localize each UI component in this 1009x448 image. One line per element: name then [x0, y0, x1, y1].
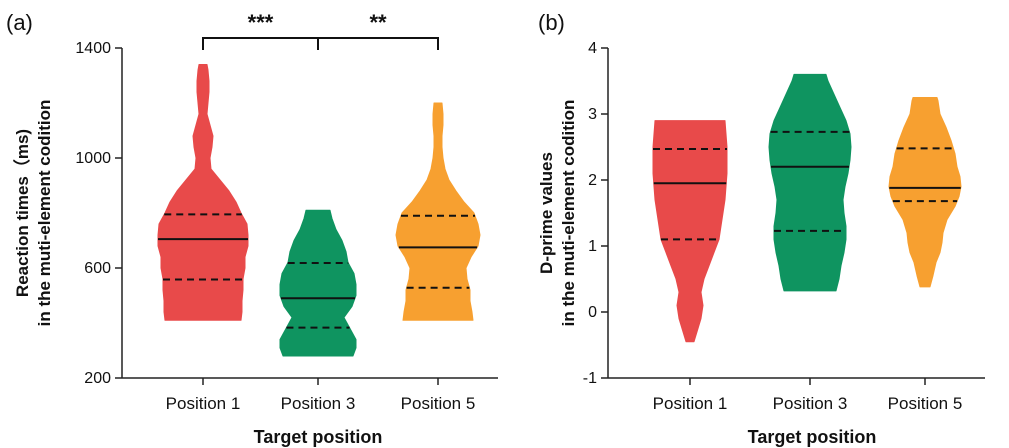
x-tick-label: Position 1 — [166, 394, 241, 413]
x-tick-label: Position 5 — [401, 394, 476, 413]
violin-position-1 — [157, 64, 249, 321]
y-tick-label: 1 — [588, 238, 597, 255]
panel-b-x-label: Target position — [748, 427, 877, 447]
y-tick-label: 200 — [84, 370, 111, 387]
y-tick-label: 3 — [588, 106, 597, 123]
panel-a-label: (a) — [6, 10, 33, 35]
x-tick-label: Position 1 — [653, 394, 728, 413]
y-tick-label: 2 — [588, 172, 597, 189]
panel-b-violins — [652, 73, 962, 343]
y-tick-label: 600 — [84, 260, 111, 277]
panel-a-y-label-line1: Reaction times（ms) — [12, 129, 32, 297]
x-tick-label: Position 3 — [773, 394, 848, 413]
violin-position-3 — [768, 73, 852, 292]
violin-position-3 — [279, 209, 357, 357]
panel-b-label: (b) — [538, 10, 565, 35]
panel-a-x-label: Target position — [254, 427, 383, 447]
panel-a-y-axis: 200 600 1000 1400 — [75, 40, 123, 387]
x-tick-label: Position 5 — [888, 394, 963, 413]
significance-bracket — [202, 37, 319, 50]
panel-b-y-label-line2: in the muti-element codition — [559, 100, 578, 327]
panel-a-violins — [157, 64, 481, 357]
significance-bracket — [317, 37, 439, 50]
y-tick-label: 4 — [588, 40, 597, 57]
panel-b-y-label-line1: D-prime values — [537, 152, 556, 274]
significance-label: ** — [369, 10, 387, 35]
panel-a-x-axis: Position 1 Position 3 Position 5 — [122, 377, 498, 413]
x-tick-label: Position 3 — [281, 394, 356, 413]
panel-a-significance: *** ** — [202, 10, 439, 50]
violin-position-5 — [888, 97, 962, 288]
panel-b-y-axis: -1 0 1 2 3 4 — [583, 40, 609, 387]
significance-label: *** — [248, 10, 274, 35]
panel-a-y-label-line2: in the muti-element codition — [35, 100, 54, 327]
y-tick-label: 1000 — [75, 150, 111, 167]
panel-b-x-axis: Position 1 Position 3 Position 5 — [608, 377, 985, 413]
y-tick-label: -1 — [583, 370, 597, 387]
y-tick-label: 1400 — [75, 40, 111, 57]
violin-position-5 — [395, 102, 481, 321]
y-tick-label: 0 — [588, 304, 597, 321]
violin-position-1 — [652, 120, 728, 343]
